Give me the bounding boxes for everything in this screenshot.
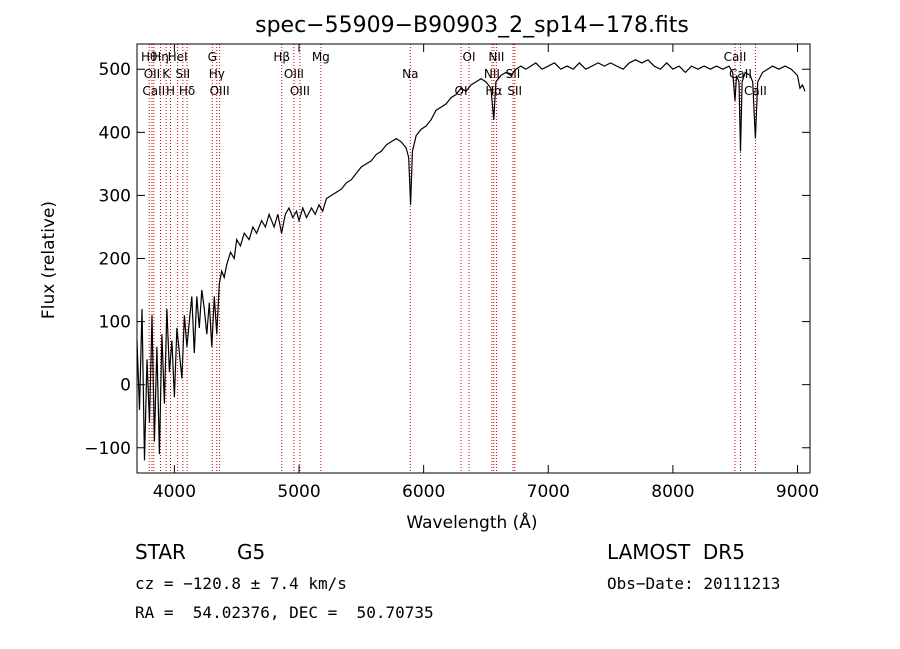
survey-name: LAMOST DR5 [607, 540, 745, 564]
x-tick-label: 8000 [651, 482, 694, 502]
x-axis: 4000 5000 6000 7000 8000 9000 [153, 44, 819, 502]
line-marker-label: CaII [142, 84, 165, 98]
line-marker-label: NII [488, 50, 504, 64]
object-class: STAR [135, 540, 186, 564]
line-marker-label: G [208, 50, 217, 64]
line-markers: Hθ OII CaII Hη KH HeI SII Hδ G Hγ OIII Hβ OIII OIII Mg… [141, 44, 767, 473]
line-marker-label: Hη [152, 50, 169, 64]
line-marker-label: OII [144, 67, 161, 81]
line-marker-label: Hγ [209, 67, 225, 81]
y-tick-label: 200 [99, 250, 131, 270]
plot-frame [136, 43, 811, 474]
line-marker-label: Hθ [141, 50, 157, 64]
line-marker-label: Hα [485, 84, 502, 98]
line-marker-label: Hβ [273, 50, 290, 64]
line-marker-label: OIII [210, 84, 230, 98]
y-tick-label: 300 [99, 186, 131, 206]
line-marker-label: Na [402, 67, 418, 81]
observation-date: Obs−Date: 20111213 [607, 574, 781, 593]
spectrum-line [136, 59, 806, 461]
x-tick-label: 9000 [776, 482, 819, 502]
line-marker-label: H [166, 84, 175, 98]
line-marker-label: CaII [744, 84, 767, 98]
line-marker-label: SII [507, 84, 522, 98]
line-marker-label: Mg [312, 50, 330, 64]
line-marker-label: HeI [168, 50, 188, 64]
y-axis-label: Flux (relative) [39, 201, 59, 319]
line-marker-label: SII [176, 67, 191, 81]
line-marker-label: OI [463, 50, 476, 64]
line-marker-label: CaII [724, 50, 747, 64]
line-marker-label: K [162, 67, 171, 81]
x-tick-label: 6000 [402, 482, 445, 502]
spectrum-chart: spec−55909−B90903_2_sp14−178.fits Hθ OII C… [39, 13, 819, 533]
line-marker-label: Hδ [179, 84, 195, 98]
x-tick-label: 7000 [527, 482, 570, 502]
x-axis-label: Wavelength (Å) [406, 511, 537, 533]
line-marker-label: SII [506, 67, 521, 81]
y-axis: −100 0 100 200 300 400 500 [84, 60, 810, 459]
coordinates: RA = 54.02376, DEC = 50.70735 [135, 603, 434, 622]
x-tick-label: 4000 [153, 482, 196, 502]
x-tick-label: 5000 [277, 482, 320, 502]
line-marker-label: OIII [284, 67, 304, 81]
y-tick-label: 100 [99, 313, 131, 333]
spectral-subclass: G5 [237, 540, 266, 564]
y-tick-label: 0 [120, 376, 131, 396]
y-tick-label: 400 [99, 123, 131, 143]
line-marker-label: OIII [290, 84, 310, 98]
chart-title: spec−55909−B90903_2_sp14−178.fits [255, 13, 689, 38]
line-marker-label: OI [455, 84, 468, 98]
y-tick-label: −100 [84, 439, 131, 459]
redshift-cz: cz = −120.8 ± 7.4 km/s [135, 574, 347, 593]
y-tick-label: 500 [99, 60, 131, 80]
line-marker-label: CaII [729, 67, 752, 81]
